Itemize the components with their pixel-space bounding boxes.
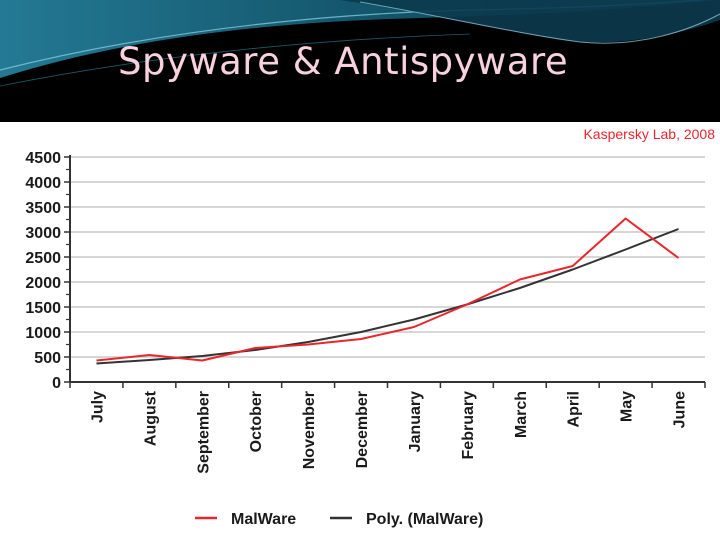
slide-title: Spyware & Antispyware xyxy=(118,40,569,83)
x-tick-label: October xyxy=(248,391,265,452)
x-tick-label: December xyxy=(354,391,371,468)
x-tick-label: February xyxy=(460,391,477,460)
title-banner: Spyware & Antispyware xyxy=(0,0,720,122)
chart-series xyxy=(96,217,680,365)
y-tick-label: 500 xyxy=(34,350,61,367)
legend-label: Poly. (MalWare) xyxy=(366,511,483,528)
y-tick-label: 0 xyxy=(52,375,61,392)
x-tick-label: July xyxy=(89,391,106,423)
y-tick-label: 3000 xyxy=(25,225,61,242)
chart-axes xyxy=(69,155,705,383)
legend-label: MalWare xyxy=(231,511,296,528)
watermark-label: Kaspersky Lab, 2008 xyxy=(583,126,715,142)
y-tick-label: 3500 xyxy=(25,200,61,217)
y-tick-label: 2000 xyxy=(25,275,61,292)
y-axis-ticks: 0 500 1000 1500 2000 2500 3000 3500 4000 4500 xyxy=(25,150,70,392)
x-tick-label: May xyxy=(619,391,636,422)
x-tick-label: November xyxy=(301,391,318,469)
x-tick-label: June xyxy=(672,391,689,428)
x-axis-ticks: July August September October November Decemb… xyxy=(69,382,706,474)
x-tick-label: April xyxy=(566,391,583,427)
y-tick-label: 1000 xyxy=(25,325,61,342)
x-tick-label: January xyxy=(407,391,424,452)
series-line-malware xyxy=(96,217,680,362)
y-tick-label: 4000 xyxy=(25,175,61,192)
chart-legend: MalWare Poly. (MalWare) xyxy=(195,511,483,528)
banner-swoosh-graphic xyxy=(0,0,720,87)
y-tick-label: 4500 xyxy=(25,150,61,167)
y-tick-label: 2500 xyxy=(25,250,61,267)
x-tick-label: September xyxy=(195,391,212,474)
y-tick-label: 1500 xyxy=(25,300,61,317)
malware-line-chart: Kaspersky Lab, 2008 0 500 1000 1500 2000 2500… xyxy=(25,126,715,528)
chart-gridlines xyxy=(70,156,705,358)
series-line-poly-malware xyxy=(96,228,679,365)
x-tick-label: August xyxy=(142,390,159,446)
x-tick-label: March xyxy=(513,391,530,438)
